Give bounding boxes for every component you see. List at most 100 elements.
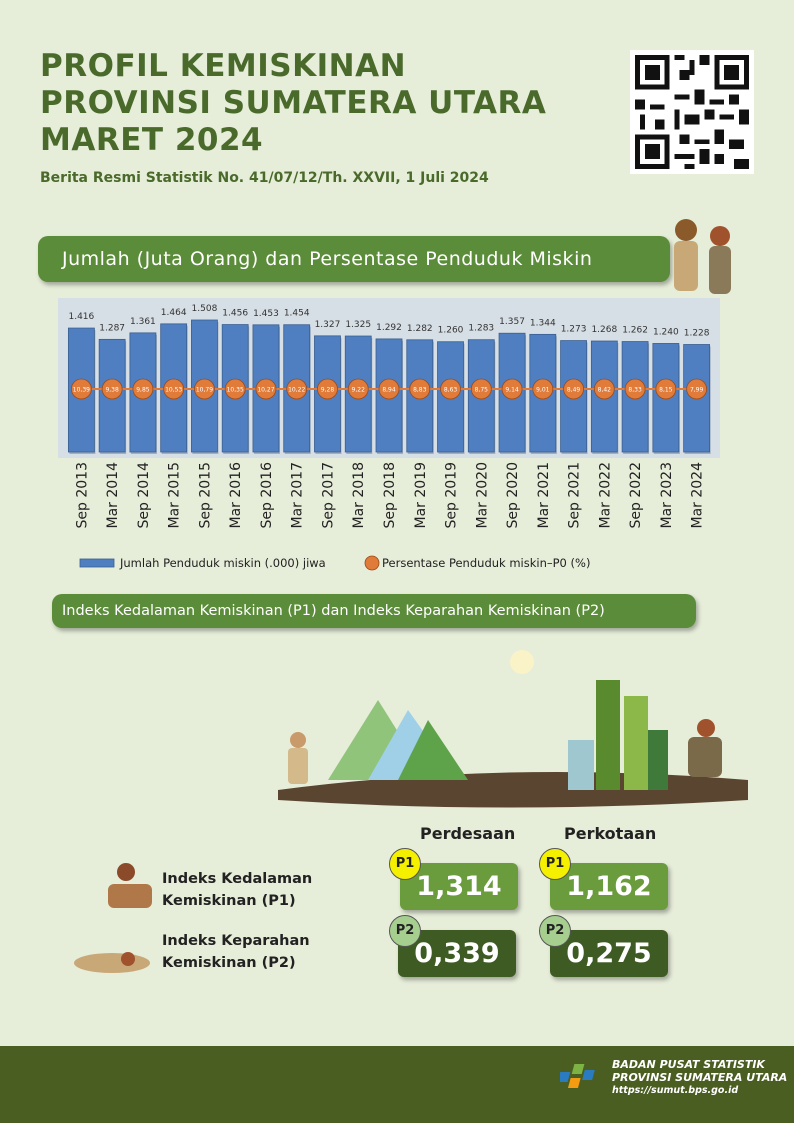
point: [286, 378, 308, 400]
point-value-label: 10,35: [227, 387, 244, 394]
bar-value-label: 1.292: [376, 323, 402, 333]
badge: P2: [389, 915, 421, 947]
badge: P1: [539, 848, 571, 880]
point-value-label: 8,42: [598, 387, 612, 394]
subtitle: Berita Resmi Statistik No. 41/07/12/Th. …: [40, 170, 489, 186]
point: [440, 378, 461, 400]
row-label-line: Indeks Keparahan: [162, 933, 310, 949]
badge: P1: [389, 848, 421, 880]
bar-value-label: 1.453: [253, 309, 279, 319]
x-tick-label: Mar 2022: [597, 462, 613, 529]
point-value-label: 8,83: [413, 387, 427, 394]
x-tick-label: Mar 2016: [228, 462, 244, 529]
x-tick-label: Mar 2023: [659, 462, 675, 529]
point: [532, 378, 554, 400]
bar-value-label: 1.357: [499, 317, 525, 327]
x-tick-label: Mar 2018: [351, 462, 367, 529]
footer-org-line: BADAN PUSAT STATISTIK: [612, 1058, 765, 1071]
bar-value-label: 1.416: [68, 312, 94, 322]
point: [378, 378, 400, 400]
column-header: Perkotaan: [564, 824, 657, 843]
bar: [560, 340, 587, 453]
point: [101, 378, 123, 400]
index-value: 0,275: [550, 930, 668, 977]
point-value-label: 8,75: [475, 387, 489, 394]
bar-value-label: 1.228: [684, 329, 710, 339]
point: [194, 378, 215, 400]
point-value-label: 9,14: [505, 387, 519, 394]
x-tick-label: Mar 2015: [167, 462, 183, 529]
bar-value-label: 1.240: [653, 327, 679, 337]
row-label-line: Kemiskinan (P2): [162, 955, 296, 971]
bar-value-label: 1.361: [130, 317, 156, 327]
chart-banner: Jumlah (Juta Orang) dan Persentase Pendu…: [38, 236, 670, 282]
title-line: MARET 2024: [40, 122, 264, 158]
point-value-label: 9,38: [105, 387, 119, 394]
badge: P2: [539, 915, 571, 947]
bar-value-label: 1.454: [284, 309, 310, 319]
point: [163, 378, 185, 400]
bar-value-label: 1.283: [468, 324, 494, 334]
bar-value-label: 1.273: [561, 325, 587, 335]
point: [655, 378, 677, 400]
icon-person: [108, 863, 152, 908]
bar-value-label: 1.282: [407, 324, 433, 334]
bar-value-label: 1.344: [530, 318, 556, 328]
x-tick-label: Mar 2019: [413, 462, 429, 529]
illustration-landscape: [278, 650, 748, 808]
point: [409, 378, 431, 400]
index-value: 1,314: [400, 863, 518, 910]
x-tick-label: Mar 2024: [690, 462, 706, 529]
footer-org: BADAN PUSAT STATISTIK PROVINSI SUMATERA …: [612, 1058, 787, 1097]
row-label-line: Indeks Kedalaman: [162, 871, 313, 887]
illustration-people: [674, 219, 731, 294]
point-value-label: 10,53: [165, 387, 182, 394]
index-value: 1,162: [550, 863, 668, 910]
section-banner: Indeks Kedalaman Kemiskinan (P1) dan Ind…: [52, 594, 696, 628]
bar-value-label: 1.325: [345, 320, 371, 330]
point-value-label: 8,49: [567, 387, 581, 394]
point: [70, 378, 92, 400]
point: [686, 378, 708, 400]
point-value-label: 7,99: [690, 387, 704, 394]
bar: [467, 339, 495, 453]
bar-value-label: 1.464: [161, 308, 187, 318]
point-value-label: 10,27: [257, 387, 274, 394]
column-header: Perdesaan: [420, 824, 516, 843]
point: [624, 378, 646, 400]
row-label: Indeks Keparahan Kemiskinan (P2): [162, 930, 310, 974]
legend-label: Jumlah Penduduk miskin (.000) jiwa: [119, 556, 326, 570]
x-tick-label: Sep 2018: [382, 462, 398, 528]
footer: BADAN PUSAT STATISTIK PROVINSI SUMATERA …: [0, 1046, 794, 1123]
legend-swatch: [79, 558, 115, 568]
chart: 1.416 1.287 1.361 1.464 1.508 1.456 1.453 1.454…: [58, 298, 720, 571]
point-value-label: 9,22: [352, 387, 366, 394]
row-label-line: Kemiskinan (P1): [162, 893, 296, 909]
bar-value-label: 1.456: [222, 309, 248, 319]
point: [255, 378, 277, 400]
title: PROFIL KEMISKINAN PROVINSI SUMATERA UTAR…: [40, 48, 546, 159]
point-value-label: 8,63: [444, 387, 458, 394]
point: [132, 378, 154, 400]
x-tick-label: Sep 2020: [505, 462, 521, 528]
x-tick-label: Sep 2015: [197, 462, 213, 528]
qr-code: [630, 50, 754, 174]
point-value-label: 10,22: [288, 387, 305, 394]
bar-value-label: 1.327: [315, 320, 341, 330]
point-value-label: 10,39: [73, 387, 90, 394]
point-value-label: 9,28: [321, 387, 335, 394]
title-line: PROFIL KEMISKINAN: [40, 48, 407, 84]
point: [501, 378, 523, 400]
bar: [590, 340, 618, 453]
x-tick-label: Mar 2020: [474, 462, 490, 529]
row-label: Indeks Kedalaman Kemiskinan (P1): [162, 868, 312, 912]
legend-label: Persentase Penduduk miskin–P0 (%): [382, 556, 590, 570]
point: [224, 378, 246, 400]
x-tick-label: Mar 2014: [105, 462, 121, 529]
x-tick-label: Sep 2019: [444, 462, 460, 528]
point-value-label: 8,33: [628, 387, 642, 394]
point-value-label: 9,85: [136, 387, 150, 394]
title-line: PROVINSI SUMATERA UTARA: [40, 85, 547, 121]
x-tick-label: Sep 2022: [628, 462, 644, 528]
